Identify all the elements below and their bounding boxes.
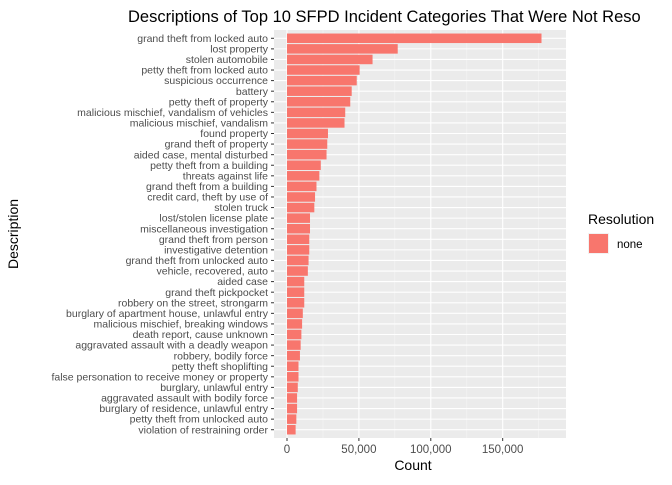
y-tick-label: death report, cause unknown xyxy=(133,329,269,341)
bar xyxy=(287,33,542,44)
bar xyxy=(287,202,315,213)
y-tick-label: stolen automobile xyxy=(186,54,268,66)
bar xyxy=(287,54,373,65)
y-tick-label: credit card, theft by use of xyxy=(147,192,268,204)
bar xyxy=(287,65,360,75)
y-tick-label: aggravated assault with bodily force xyxy=(101,393,268,405)
y-tick-label: threats against life xyxy=(183,170,268,182)
y-tick-label: aggravated assault with a deadly weapon xyxy=(75,340,268,352)
y-tick-label: miscellaneous investigation xyxy=(140,223,268,235)
y-axis-title: Description xyxy=(5,199,21,269)
y-tick-label: investigative detention xyxy=(164,244,268,256)
bar xyxy=(287,107,346,118)
y-tick-label: aided case, mental disturbed xyxy=(134,149,268,161)
y-tick-label: grand theft pickpocket xyxy=(165,287,268,299)
bar xyxy=(287,213,311,223)
y-tick-label: burglary of residence, unlawful entry xyxy=(99,403,268,415)
bar xyxy=(287,223,311,234)
legend-key xyxy=(589,234,608,253)
x-tick-label: 0 xyxy=(284,444,290,456)
y-tick-label: burglary of apartment house, unlawful en… xyxy=(66,308,269,320)
bar xyxy=(287,393,298,403)
bar xyxy=(287,319,303,329)
bar xyxy=(287,340,301,350)
bars xyxy=(287,33,542,435)
y-tick-label: petty theft of property xyxy=(169,96,269,108)
y-tick-label: lost property xyxy=(210,43,269,55)
bar xyxy=(287,86,352,96)
y-tick-label: grand theft from person xyxy=(159,234,268,246)
bar xyxy=(287,192,316,202)
bar xyxy=(287,234,310,245)
bar xyxy=(287,276,305,287)
bar xyxy=(287,308,303,319)
bar xyxy=(287,75,357,86)
bar xyxy=(287,118,345,128)
x-tick-label: 150,000 xyxy=(482,444,524,456)
y-tick-label: grand theft from unlocked auto xyxy=(126,255,269,267)
y-tick-label: battery xyxy=(236,86,269,98)
bar xyxy=(287,160,321,170)
bar xyxy=(287,255,309,266)
y-tick-label: found property xyxy=(200,128,268,140)
bar xyxy=(287,298,305,308)
legend-title: Resolution xyxy=(588,211,654,227)
bar xyxy=(287,149,327,160)
legend-label: none xyxy=(617,239,643,251)
y-tick-label: malicious mischief, breaking windows xyxy=(94,319,269,331)
chart-title: Descriptions of Top 10 SFPD Incident Cat… xyxy=(128,8,641,26)
bar xyxy=(287,44,398,54)
bar xyxy=(287,361,299,371)
bar xyxy=(287,350,300,361)
bar xyxy=(287,245,310,255)
y-tick-label: grand theft of property xyxy=(165,139,269,151)
y-tick-label: vehicle, recovered, auto xyxy=(157,266,269,278)
x-tick-label: 50,000 xyxy=(341,444,376,456)
y-tick-label: suspicious occurrence xyxy=(164,75,268,87)
bar xyxy=(287,171,320,181)
y-tick-label: malicious mischief, vandalism xyxy=(130,118,269,130)
y-tick-label: aided case xyxy=(217,276,268,288)
bar xyxy=(287,372,299,382)
y-tick-label: petty theft shoplifting xyxy=(172,361,268,373)
bar xyxy=(287,266,308,276)
bar xyxy=(287,181,317,192)
bar xyxy=(287,424,296,435)
y-tick-label: petty theft from unlocked auto xyxy=(130,414,268,426)
y-tick-label: robbery on the street, strongarm xyxy=(118,297,268,309)
y-tick-label: petty theft from locked auto xyxy=(141,65,268,77)
bar xyxy=(287,97,351,107)
bar xyxy=(287,287,305,297)
y-tick-label: false personation to receive money or pr… xyxy=(51,371,268,383)
y-tick-label: stolen truck xyxy=(214,202,268,214)
y-tick-label: grand theft from locked auto xyxy=(137,33,268,45)
y-tick-label: burglary, unlawful entry xyxy=(160,382,269,394)
y-tick-label: grand theft from a building xyxy=(146,181,268,193)
legend: none xyxy=(588,233,643,254)
y-tick-label: lost/stolen license plate xyxy=(159,213,268,225)
x-tick-label: 100,000 xyxy=(410,444,452,456)
x-axis-title: Count xyxy=(394,457,431,473)
y-tick-label: petty theft from a building xyxy=(150,160,268,172)
bar xyxy=(287,128,328,139)
bar xyxy=(287,382,298,393)
bar xyxy=(287,403,298,414)
bar xyxy=(287,329,302,340)
bar xyxy=(287,139,328,149)
x-axis-ticks: 0 50,000 100,000 150,000 xyxy=(284,438,524,456)
y-tick-label: violation of restraining order xyxy=(138,424,268,436)
y-tick-label: malicious mischief, vandalism of vehicle… xyxy=(77,107,268,119)
y-tick-label: robbery, bodily force xyxy=(174,350,269,362)
bar xyxy=(287,414,297,424)
